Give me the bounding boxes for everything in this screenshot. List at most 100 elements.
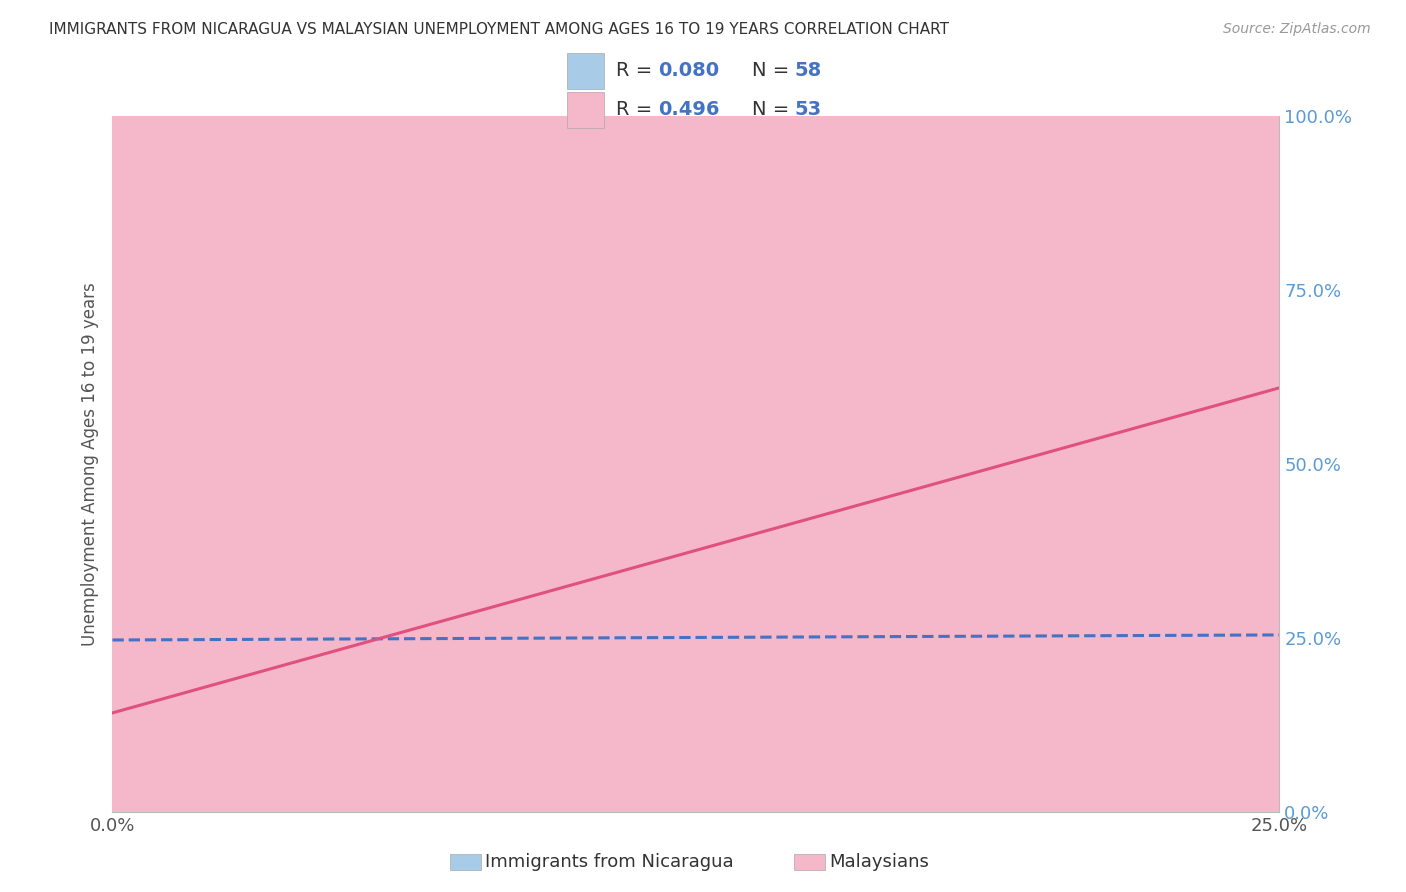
Text: 0.496: 0.496 bbox=[658, 100, 720, 120]
Point bbox=[155, 714, 177, 728]
Point bbox=[111, 761, 134, 775]
Point bbox=[111, 770, 134, 784]
Text: 53: 53 bbox=[794, 100, 821, 120]
Point bbox=[214, 562, 236, 576]
Point bbox=[188, 671, 211, 685]
Point bbox=[276, 710, 298, 724]
Point bbox=[202, 675, 225, 690]
Point bbox=[346, 638, 368, 652]
Text: 0.080: 0.080 bbox=[658, 62, 720, 80]
Point bbox=[381, 640, 404, 655]
Point bbox=[122, 680, 145, 694]
Point bbox=[131, 721, 153, 735]
Point bbox=[997, 632, 1019, 646]
Point bbox=[392, 697, 415, 711]
Point bbox=[112, 646, 135, 660]
Point bbox=[111, 646, 134, 660]
Point bbox=[111, 674, 134, 689]
Point bbox=[283, 648, 305, 663]
Point bbox=[111, 658, 134, 673]
Point bbox=[266, 665, 288, 680]
Point bbox=[135, 611, 157, 625]
Point bbox=[523, 632, 546, 647]
Point bbox=[111, 632, 134, 647]
Point bbox=[117, 588, 139, 602]
Point bbox=[118, 686, 141, 700]
Point bbox=[160, 691, 183, 706]
Point bbox=[346, 682, 368, 697]
Point bbox=[1212, 529, 1234, 543]
Point bbox=[1208, 365, 1230, 379]
Point bbox=[127, 648, 149, 662]
Point bbox=[121, 568, 143, 582]
Point bbox=[1168, 357, 1191, 371]
Text: R =: R = bbox=[616, 100, 658, 120]
Point bbox=[134, 732, 156, 747]
Point bbox=[340, 755, 363, 769]
Point bbox=[118, 706, 141, 720]
Point bbox=[1219, 699, 1241, 714]
Text: Source: ZipAtlas.com: Source: ZipAtlas.com bbox=[1223, 22, 1371, 37]
Point bbox=[134, 645, 156, 659]
Point bbox=[115, 770, 138, 784]
Point bbox=[235, 632, 257, 646]
Point bbox=[121, 667, 143, 681]
Point bbox=[170, 499, 193, 513]
Point bbox=[120, 594, 142, 608]
Point bbox=[111, 711, 134, 725]
Point bbox=[124, 770, 146, 784]
Point bbox=[742, 521, 765, 535]
Point bbox=[242, 638, 264, 652]
Point bbox=[111, 598, 134, 612]
Point bbox=[111, 662, 134, 676]
Point bbox=[364, 662, 387, 676]
Point bbox=[472, 577, 495, 591]
Point bbox=[436, 628, 458, 642]
Point bbox=[328, 624, 350, 639]
Point bbox=[422, 470, 444, 484]
Point bbox=[111, 632, 134, 646]
Point bbox=[111, 611, 134, 625]
Point bbox=[202, 688, 225, 702]
Point bbox=[163, 678, 186, 692]
Text: N =: N = bbox=[752, 62, 796, 80]
Point bbox=[111, 617, 134, 632]
Text: Immigrants from Nicaragua: Immigrants from Nicaragua bbox=[485, 853, 734, 871]
Point bbox=[741, 634, 763, 648]
Point bbox=[112, 737, 135, 751]
Point bbox=[308, 644, 330, 658]
Point bbox=[678, 641, 700, 656]
Point bbox=[841, 439, 863, 453]
FancyBboxPatch shape bbox=[568, 54, 603, 88]
Point bbox=[307, 586, 329, 600]
Text: 58: 58 bbox=[794, 62, 821, 80]
Point bbox=[179, 582, 201, 596]
Point bbox=[1177, 427, 1199, 442]
Text: Malaysians: Malaysians bbox=[830, 853, 929, 871]
Text: N =: N = bbox=[752, 100, 796, 120]
Point bbox=[150, 635, 173, 649]
Point bbox=[180, 698, 202, 713]
Point bbox=[215, 658, 238, 673]
Point bbox=[114, 613, 136, 627]
Text: R =: R = bbox=[616, 62, 658, 80]
Point bbox=[180, 723, 202, 738]
Point bbox=[118, 693, 141, 707]
Point bbox=[479, 582, 502, 597]
Point bbox=[141, 732, 163, 747]
Point bbox=[993, 524, 1015, 538]
Text: IMMIGRANTS FROM NICARAGUA VS MALAYSIAN UNEMPLOYMENT AMONG AGES 16 TO 19 YEARS CO: IMMIGRANTS FROM NICARAGUA VS MALAYSIAN U… bbox=[49, 22, 949, 37]
Point bbox=[198, 567, 221, 582]
Point bbox=[264, 665, 287, 679]
Point bbox=[174, 728, 197, 742]
Point bbox=[118, 770, 141, 784]
Point bbox=[572, 693, 595, 707]
Point bbox=[935, 542, 957, 557]
Point bbox=[204, 279, 226, 293]
Point bbox=[650, 672, 672, 686]
Point bbox=[120, 720, 142, 734]
Point bbox=[1208, 440, 1230, 454]
Point bbox=[145, 599, 167, 614]
Point bbox=[145, 637, 167, 651]
Point bbox=[399, 549, 422, 564]
